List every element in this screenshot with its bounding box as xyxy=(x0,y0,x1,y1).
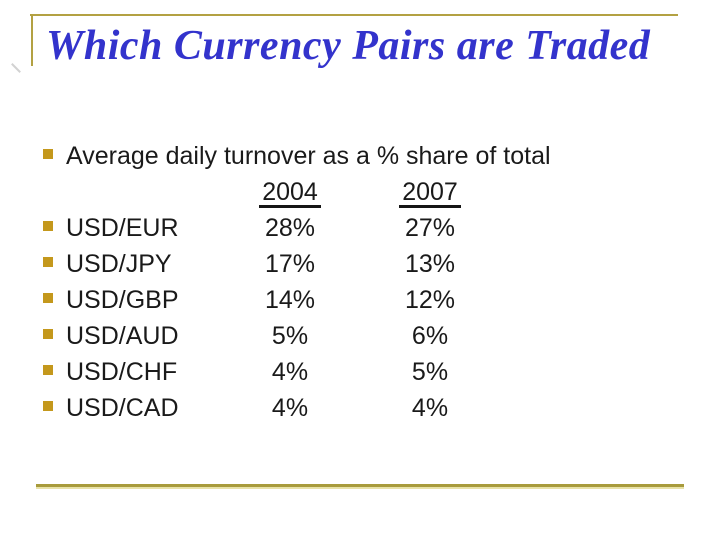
turnover-2007-value: 6% xyxy=(411,322,449,350)
currency-pair-label: USD/CAD xyxy=(66,394,179,422)
bullet-square-icon xyxy=(43,149,53,159)
turnover-2007-value: 13% xyxy=(404,250,456,278)
turnover-2004-value: 4% xyxy=(271,358,309,386)
table-row: USD/CHF 4% 5% xyxy=(42,356,672,392)
turnover-2004-value: 5% xyxy=(271,322,309,350)
table-header-row: 2004 2007 xyxy=(42,176,672,212)
intro-row: Average daily turnover as a % share of t… xyxy=(42,140,672,176)
table-row: USD/CAD 4% 4% xyxy=(42,392,672,428)
intro-text: Average daily turnover as a % share of t… xyxy=(66,142,551,170)
turnover-2004-value: 4% xyxy=(271,394,309,422)
slide-body: Average daily turnover as a % share of t… xyxy=(42,140,672,428)
turnover-2004-value: 28% xyxy=(264,214,316,242)
turnover-2004-value: 17% xyxy=(264,250,316,278)
corner-shadow-tick xyxy=(11,63,21,73)
bullet-square-icon xyxy=(43,365,53,375)
currency-pair-label: USD/CHF xyxy=(66,358,178,386)
turnover-2007-value: 27% xyxy=(404,214,456,242)
table-row: USD/EUR 28% 27% xyxy=(42,212,672,248)
bullet-square-icon xyxy=(43,401,53,411)
turnover-2007-value: 5% xyxy=(411,358,449,386)
top-border-line xyxy=(30,14,678,16)
currency-pair-label: USD/EUR xyxy=(66,214,179,242)
column-header-2007: 2007 xyxy=(399,179,461,208)
column-header-2004-wrap: 2004 xyxy=(230,176,350,209)
bottom-border-line xyxy=(36,484,684,489)
left-border-line xyxy=(31,14,33,66)
bullet-square-icon xyxy=(43,329,53,339)
currency-pair-label: USD/GBP xyxy=(66,286,179,314)
currency-pair-label: USD/JPY xyxy=(66,250,172,278)
bullet-square-icon xyxy=(43,293,53,303)
slide-title: Which Currency Pairs are Traded xyxy=(46,23,651,69)
bullet-square-icon xyxy=(43,257,53,267)
turnover-2007-value: 12% xyxy=(404,286,456,314)
bullet-square-icon xyxy=(43,221,53,231)
column-header-2007-wrap: 2007 xyxy=(370,176,490,209)
table-row: USD/AUD 5% 6% xyxy=(42,320,672,356)
column-header-2004: 2004 xyxy=(259,179,321,208)
turnover-2007-value: 4% xyxy=(411,394,449,422)
table-row: USD/GBP 14% 12% xyxy=(42,284,672,320)
turnover-2004-value: 14% xyxy=(264,286,316,314)
table-row: USD/JPY 17% 13% xyxy=(42,248,672,284)
currency-pair-label: USD/AUD xyxy=(66,322,179,350)
